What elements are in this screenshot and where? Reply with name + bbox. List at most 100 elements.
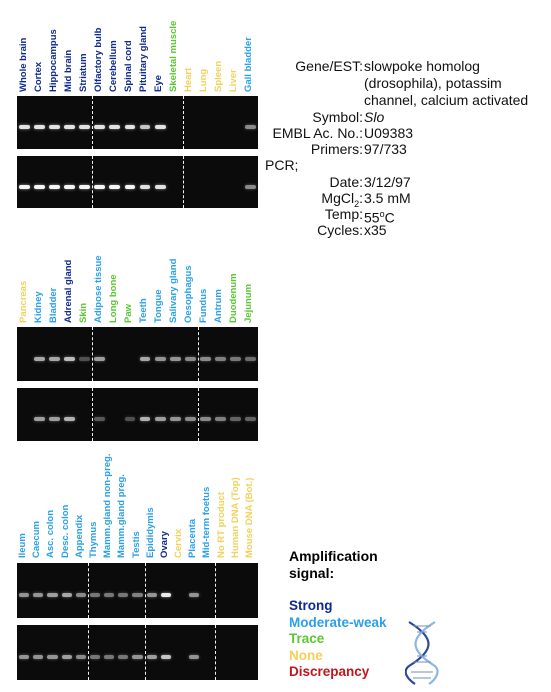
gel-band [229, 356, 241, 361]
gel-band [124, 125, 136, 130]
gel-band [160, 655, 171, 660]
gel-image-bottom [17, 156, 258, 208]
embl-value: U09383 [364, 125, 414, 141]
gel-image-top [17, 327, 258, 381]
gel-band [47, 593, 58, 598]
lane-label: Ovary [158, 531, 170, 558]
gel-band [49, 417, 61, 422]
gel-band [146, 593, 157, 598]
gel-band [139, 125, 151, 130]
gel-band [104, 655, 115, 660]
lane-label: Tongue [153, 289, 165, 323]
amplification-legend: Amplification signal: Strong Moderate-wea… [289, 548, 387, 681]
gel-band [146, 655, 157, 660]
gel-band [34, 356, 45, 361]
lane-label: Thymus [87, 521, 99, 558]
gel-band [34, 184, 45, 189]
gene-value-line-3: channel, calcium activated [364, 92, 529, 108]
gel-band [79, 125, 91, 130]
cycles-label: Cycles: [317, 222, 363, 238]
temp-value: 55oC [364, 206, 395, 227]
gel-image-top [17, 563, 258, 618]
gel-band [169, 356, 181, 361]
gel-band [124, 184, 136, 189]
gel-band [75, 655, 86, 660]
gel-band [139, 184, 151, 189]
lane-separator [144, 563, 146, 618]
gel-band [19, 125, 30, 130]
gel-band [49, 184, 61, 189]
legend-title-line-2: signal: [289, 565, 335, 581]
gene-value-line-2: (drosophila), potassim [364, 75, 502, 91]
gene-label: Gene/EST: [295, 58, 363, 74]
lane-separator [92, 96, 94, 149]
temp-value-number: 55 [364, 209, 380, 226]
lane-separator [92, 327, 94, 381]
gel-band [245, 356, 256, 361]
gel-band [169, 417, 181, 422]
lane-label: Mid-term foetus [201, 486, 213, 558]
date-label: Date: [329, 174, 363, 190]
lane-label: Fundus [198, 288, 210, 323]
gel-band [61, 593, 72, 598]
gel-band [94, 417, 106, 422]
gel-band [79, 356, 91, 361]
lane-separator [215, 563, 217, 618]
gel-band [245, 125, 256, 130]
mgcl-label: MgCl2: [321, 190, 363, 213]
lane-separator [197, 388, 199, 441]
gel-band [104, 593, 115, 598]
legend-item-none: None [289, 647, 323, 663]
gel-band [64, 417, 76, 422]
gel-band [49, 125, 61, 130]
gel-band [124, 417, 136, 422]
gel-band [34, 125, 45, 130]
lane-label: Oesophagus [183, 265, 195, 323]
pcr-label: PCR; [265, 157, 299, 173]
gel-band [199, 356, 211, 361]
gel-band [160, 593, 171, 598]
temp-label: Temp: [324, 206, 363, 222]
lane-label: Ileum [17, 533, 29, 558]
gel-band [184, 417, 196, 422]
gel-band [94, 125, 106, 130]
gel-band [47, 655, 58, 660]
lane-separator [87, 625, 89, 680]
lane-label: Mamm.gland non-preg. [102, 453, 114, 559]
gel-band [94, 356, 106, 361]
cycles-value: x35 [364, 222, 387, 238]
legend-item-moderate_weak: Moderate-weak [289, 614, 387, 630]
gel-band [94, 184, 106, 189]
lane-label: Asc. colon [45, 509, 57, 558]
mgcl-label-sub: 2 [354, 198, 360, 209]
lane-label: Desc. colon [59, 504, 71, 558]
gel-band [118, 655, 129, 660]
lane-label: Adipose tissue [92, 255, 104, 323]
temp-value-degree: o [379, 209, 385, 219]
lane-label: Kidney [32, 291, 44, 323]
lane-separator [215, 625, 217, 680]
lane-separator [144, 625, 146, 680]
lane-separator [197, 327, 199, 381]
gel-band [199, 417, 211, 422]
gel-band [154, 417, 166, 422]
gel-band [245, 184, 256, 189]
gel-band [214, 356, 226, 361]
gel-band [109, 125, 121, 130]
mgcl-label-main: MgCl [321, 190, 355, 206]
gel-band [18, 593, 30, 598]
symbol-label: Symbol: [312, 109, 363, 125]
gel-band [139, 356, 151, 361]
lane-separator [92, 388, 94, 441]
gel-band [154, 356, 166, 361]
gel-image-top [17, 96, 258, 149]
symbol-value: Slo [364, 109, 385, 125]
lane-label: Placenta [187, 518, 199, 558]
lane-label: Mamm.gland preg. [116, 474, 128, 558]
lane-separator [92, 156, 94, 208]
lane-label: Appendix [73, 514, 85, 558]
gel-band [34, 417, 45, 422]
gel-band [33, 655, 44, 660]
gel-band [33, 593, 44, 598]
dna-helix-icon [405, 621, 439, 685]
